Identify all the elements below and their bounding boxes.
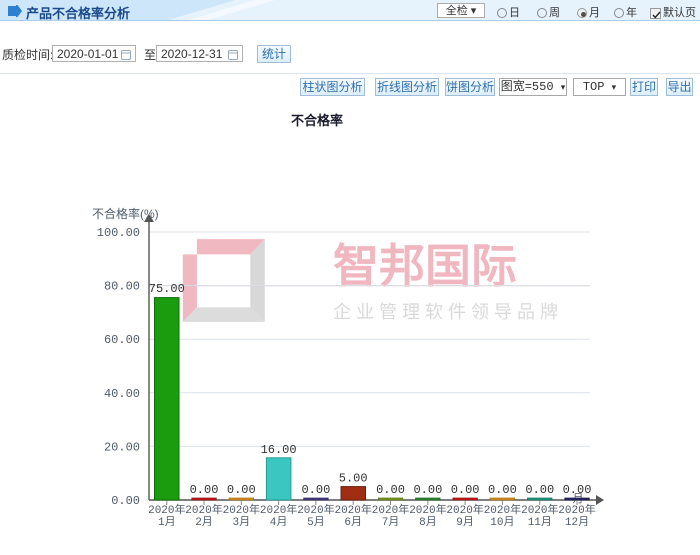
- svg-text:40.00: 40.00: [104, 387, 140, 401]
- svg-text:2020年: 2020年: [484, 502, 521, 517]
- svg-text:0.00: 0.00: [227, 483, 256, 497]
- svg-text:80.00: 80.00: [104, 280, 140, 294]
- svg-text:0.00: 0.00: [190, 483, 219, 497]
- svg-text:60.00: 60.00: [104, 333, 140, 347]
- svg-text:6月: 6月: [344, 516, 362, 526]
- svg-text:9月: 9月: [456, 516, 474, 526]
- svg-text:2020年: 2020年: [446, 502, 483, 517]
- svg-text:20.00: 20.00: [104, 440, 140, 454]
- svg-text:2020年: 2020年: [521, 502, 558, 517]
- svg-text:0.00: 0.00: [488, 483, 517, 497]
- svg-text:3月: 3月: [232, 516, 250, 526]
- svg-text:5.00: 5.00: [339, 472, 368, 486]
- svg-text:5月: 5月: [307, 516, 325, 526]
- svg-text:12月: 12月: [565, 516, 589, 526]
- svg-text:10月: 10月: [490, 516, 514, 526]
- svg-text:100.00: 100.00: [97, 226, 140, 240]
- svg-text:2020年: 2020年: [297, 502, 334, 517]
- svg-text:8月: 8月: [419, 516, 437, 526]
- svg-text:7月: 7月: [382, 516, 400, 526]
- svg-text:1月: 1月: [158, 516, 176, 526]
- svg-text:2020年: 2020年: [223, 502, 260, 517]
- svg-text:2020年: 2020年: [558, 502, 595, 517]
- svg-text:2020年: 2020年: [260, 502, 297, 517]
- svg-text:0.00: 0.00: [376, 483, 405, 497]
- svg-text:75.00: 75.00: [149, 282, 185, 296]
- svg-text:0.00: 0.00: [563, 483, 592, 497]
- svg-text:2020年: 2020年: [334, 502, 371, 517]
- svg-text:0.00: 0.00: [111, 494, 140, 508]
- svg-text:0.00: 0.00: [451, 483, 480, 497]
- svg-text:11月: 11月: [528, 516, 552, 526]
- svg-text:2020年: 2020年: [148, 502, 185, 517]
- svg-text:2020年: 2020年: [372, 502, 409, 517]
- svg-text:4月: 4月: [270, 516, 288, 526]
- svg-text:2020年: 2020年: [185, 502, 222, 517]
- svg-text:2月: 2月: [195, 516, 213, 526]
- svg-text:0.00: 0.00: [413, 483, 442, 497]
- svg-text:0.00: 0.00: [301, 483, 330, 497]
- svg-text:0.00: 0.00: [525, 483, 554, 497]
- svg-text:2020年: 2020年: [409, 502, 446, 517]
- svg-text:16.00: 16.00: [261, 443, 297, 457]
